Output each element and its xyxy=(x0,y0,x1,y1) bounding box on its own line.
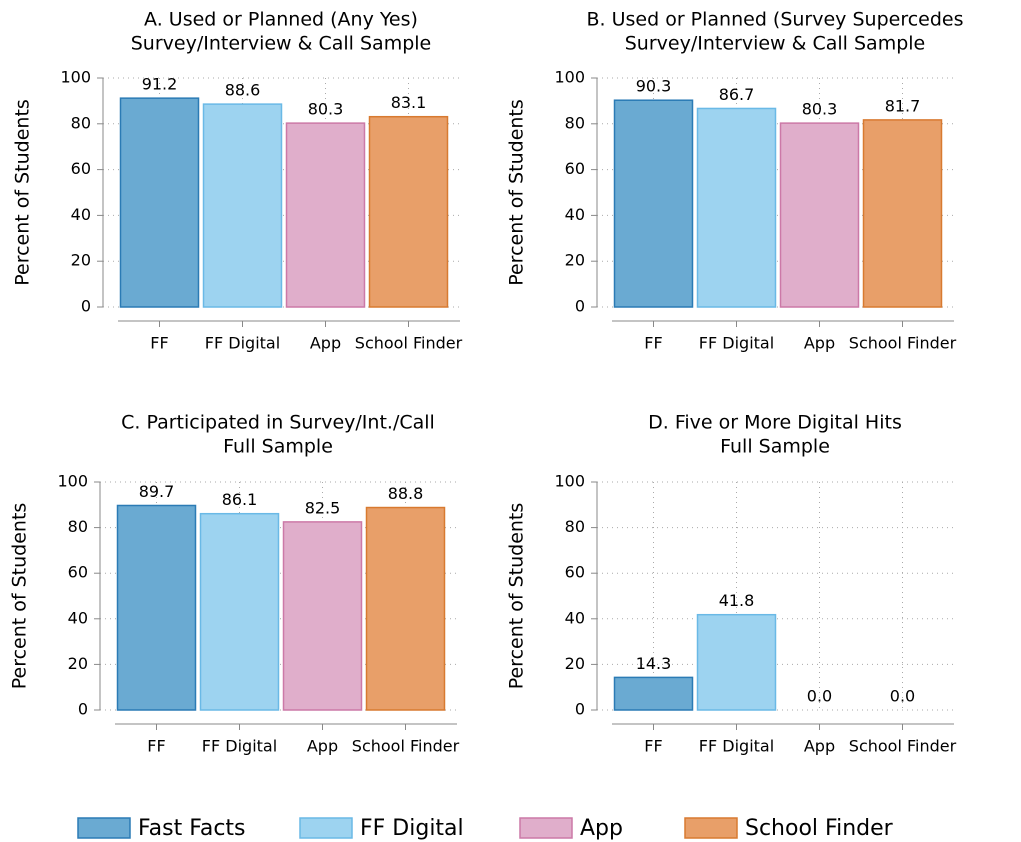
legend-swatch xyxy=(519,817,573,839)
y-tick-label: 100 xyxy=(60,68,91,87)
value-label: 86.1 xyxy=(222,490,258,509)
y-tick-label: 80 xyxy=(71,113,91,132)
y-tick-label: 100 xyxy=(554,68,585,87)
y-tick-label: 20 xyxy=(71,251,91,270)
y-tick-label: 80 xyxy=(565,113,585,132)
legend-swatch xyxy=(299,817,353,839)
x-tick-label: FF Digital xyxy=(202,737,277,756)
y-tick-label: 60 xyxy=(71,159,91,178)
y-tick-label: 0 xyxy=(78,700,88,719)
y-axis-label: Percent of Students xyxy=(9,503,31,690)
value-label: 14.3 xyxy=(636,654,672,673)
bar xyxy=(365,506,446,711)
value-label: 89.7 xyxy=(139,482,175,501)
y-tick-label: 40 xyxy=(565,205,585,224)
y-tick-label: 0 xyxy=(575,297,585,316)
value-label: 0.0 xyxy=(890,687,915,706)
y-tick-label: 80 xyxy=(565,517,585,536)
bar xyxy=(119,97,200,308)
y-tick-label: 100 xyxy=(57,472,88,491)
legend-label: Fast Facts xyxy=(138,816,246,841)
y-tick-label: 20 xyxy=(565,654,585,673)
y-tick-label: 80 xyxy=(68,517,88,536)
bar xyxy=(613,99,694,308)
x-tick-label: FF xyxy=(644,737,662,756)
chart-title: A. Used or Planned (Any Yes) xyxy=(144,9,418,31)
legend-swatch xyxy=(77,817,131,839)
y-tick-label: 20 xyxy=(565,251,585,270)
bar xyxy=(779,122,860,308)
y-axis-label: Percent of Students xyxy=(506,503,528,690)
legend-label: App xyxy=(580,816,623,841)
x-tick-label: App xyxy=(310,334,341,353)
chart-subtitle: Full Sample xyxy=(223,436,333,458)
x-tick-label: FF xyxy=(147,737,165,756)
bar xyxy=(282,521,363,711)
x-tick-label: School Finder xyxy=(355,334,463,353)
legend-swatch xyxy=(684,817,738,839)
bar xyxy=(199,512,280,711)
value-label: 88.8 xyxy=(388,484,424,503)
y-axis-label: Percent of Students xyxy=(12,99,34,286)
x-tick-label: FF Digital xyxy=(205,334,280,353)
legend-label: FF Digital xyxy=(360,816,464,841)
value-label: 83.1 xyxy=(391,93,427,112)
chart-title: C. Participated in Survey/Int./Call xyxy=(121,412,435,434)
legend-label: School Finder xyxy=(745,816,894,841)
value-label: 0.0 xyxy=(807,687,832,706)
x-tick-label: FF Digital xyxy=(699,334,774,353)
x-tick-label: School Finder xyxy=(849,334,957,353)
bar xyxy=(862,119,943,308)
y-tick-label: 60 xyxy=(565,159,585,178)
y-tick-label: 40 xyxy=(68,608,88,627)
y-tick-label: 100 xyxy=(554,472,585,491)
bar xyxy=(696,107,777,308)
value-label: 86.7 xyxy=(719,85,755,104)
x-tick-label: App xyxy=(307,737,338,756)
bar xyxy=(116,504,197,711)
x-tick-label: FF xyxy=(150,334,168,353)
value-label: 80.3 xyxy=(802,100,838,119)
chart-subtitle: Survey/Interview & Call Sample xyxy=(625,33,925,55)
y-axis-label: Percent of Students xyxy=(506,99,528,286)
chart-subtitle: Survey/Interview & Call Sample xyxy=(131,33,431,55)
y-tick-label: 60 xyxy=(68,563,88,582)
x-tick-label: App xyxy=(804,737,835,756)
value-label: 90.3 xyxy=(636,77,672,96)
x-tick-label: School Finder xyxy=(352,737,460,756)
bar xyxy=(285,122,366,308)
bar xyxy=(368,115,449,308)
value-label: 81.7 xyxy=(885,96,921,115)
y-tick-label: 60 xyxy=(565,563,585,582)
value-label: 91.2 xyxy=(142,75,178,94)
x-tick-label: School Finder xyxy=(849,737,957,756)
chart-title: D. Five or More Digital Hits xyxy=(648,412,902,434)
y-tick-label: 0 xyxy=(575,700,585,719)
value-label: 41.8 xyxy=(719,591,755,610)
x-tick-label: App xyxy=(804,334,835,353)
chart-subtitle: Full Sample xyxy=(720,436,830,458)
value-label: 80.3 xyxy=(308,100,344,119)
y-tick-label: 20 xyxy=(68,654,88,673)
y-tick-label: 0 xyxy=(81,297,91,316)
bar xyxy=(696,613,777,711)
value-label: 88.6 xyxy=(225,81,261,100)
bar xyxy=(202,103,283,308)
y-tick-label: 40 xyxy=(71,205,91,224)
chart-title: B. Used or Planned (Survey Supercedes xyxy=(586,9,963,31)
y-tick-label: 40 xyxy=(565,608,585,627)
bar xyxy=(613,676,694,711)
x-tick-label: FF xyxy=(644,334,662,353)
x-tick-label: FF Digital xyxy=(699,737,774,756)
value-label: 82.5 xyxy=(305,498,341,517)
